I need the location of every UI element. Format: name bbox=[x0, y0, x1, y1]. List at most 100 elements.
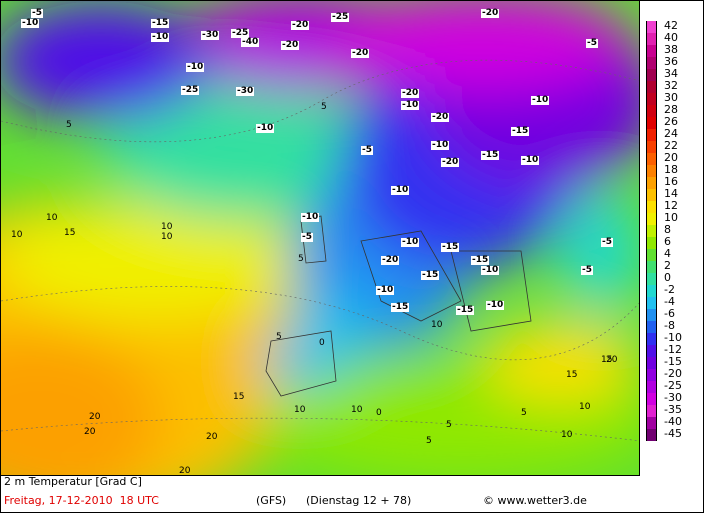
scale-label: -6 bbox=[664, 307, 675, 320]
footer-credit: © www.wetter3.de bbox=[483, 494, 587, 507]
value-label: -5 bbox=[301, 232, 313, 242]
value-label: -20 bbox=[441, 157, 460, 167]
value-label: 5 bbox=[298, 254, 304, 264]
scale-label: 36 bbox=[664, 55, 678, 68]
scale-label: 22 bbox=[664, 139, 678, 152]
color-swatch bbox=[646, 345, 657, 357]
value-label: 0 bbox=[319, 338, 325, 348]
value-label: 0 bbox=[376, 408, 382, 418]
value-label: 15 bbox=[601, 355, 613, 365]
value-label: -5 bbox=[31, 8, 43, 18]
color-swatch bbox=[646, 129, 657, 141]
color-swatch bbox=[646, 189, 657, 201]
footer-run: (Dienstag 12 + 78) bbox=[306, 494, 412, 507]
color-swatch bbox=[646, 93, 657, 105]
value-label: -20 bbox=[351, 48, 370, 58]
value-label: 5 bbox=[66, 120, 72, 130]
footer-title: 2 m Temperatur [Grad C] bbox=[4, 475, 142, 488]
scale-label: -45 bbox=[664, 427, 682, 440]
scale-label: 8 bbox=[664, 223, 671, 236]
value-label: -25 bbox=[231, 28, 250, 38]
color-swatch bbox=[646, 249, 657, 261]
scale-label: -4 bbox=[664, 295, 675, 308]
value-label: -5 bbox=[361, 145, 373, 155]
scale-label: -25 bbox=[664, 379, 682, 392]
color-swatch bbox=[646, 225, 657, 237]
value-label: -20 bbox=[291, 20, 310, 30]
value-label: 5 bbox=[426, 436, 432, 446]
scale-label: 20 bbox=[664, 151, 678, 164]
scale-label: 4 bbox=[664, 247, 671, 260]
scale-label: 10 bbox=[664, 211, 678, 224]
scale-label: -10 bbox=[664, 331, 682, 344]
value-label: -20 bbox=[381, 255, 400, 265]
value-label: 20 bbox=[89, 412, 101, 422]
color-swatch bbox=[646, 429, 657, 441]
color-swatch bbox=[646, 33, 657, 45]
value-label: -40 bbox=[241, 37, 260, 47]
scale-label: -15 bbox=[664, 355, 682, 368]
value-label: -15 bbox=[151, 18, 170, 28]
color-swatch bbox=[646, 69, 657, 81]
color-swatch bbox=[646, 369, 657, 381]
value-label: -20 bbox=[281, 40, 300, 50]
map: -5 -10 -15 -20 -25 -40 -20 -30 -25 -20 -20 -10 -25 -3… bbox=[1, 1, 640, 476]
scale-label: -35 bbox=[664, 403, 682, 416]
value-label: -15 bbox=[456, 305, 475, 315]
color-swatch bbox=[646, 105, 657, 117]
value-label: 5 bbox=[276, 332, 282, 342]
scale-label: 34 bbox=[664, 67, 678, 80]
scale-label: 2 bbox=[664, 259, 671, 272]
value-label: 10 bbox=[579, 402, 591, 412]
color-swatch bbox=[646, 45, 657, 57]
value-label: -5 bbox=[581, 265, 593, 275]
value-label: -10 bbox=[256, 123, 275, 133]
scale-label: -20 bbox=[664, 367, 682, 380]
value-label: -15 bbox=[391, 302, 410, 312]
scale-label: -30 bbox=[664, 391, 682, 404]
scale-label: -8 bbox=[664, 319, 675, 332]
value-label: -20 bbox=[481, 8, 500, 18]
value-label: -25 bbox=[331, 12, 350, 22]
color-swatch bbox=[646, 357, 657, 369]
color-swatch bbox=[646, 141, 657, 153]
scale-label: -12 bbox=[664, 343, 682, 356]
value-label: -10 bbox=[401, 100, 420, 110]
color-swatch bbox=[646, 177, 657, 189]
value-label: 5 bbox=[446, 420, 452, 430]
color-swatch bbox=[646, 237, 657, 249]
scale-label: 38 bbox=[664, 43, 678, 56]
value-label: -10 bbox=[521, 155, 540, 165]
value-label: 20 bbox=[206, 432, 218, 442]
value-label: -20 bbox=[431, 112, 450, 122]
scale-label: -40 bbox=[664, 415, 682, 428]
value-label: 20 bbox=[84, 427, 96, 437]
value-label: -10 bbox=[391, 185, 410, 195]
scale-label: 18 bbox=[664, 163, 678, 176]
value-label: 5 bbox=[321, 102, 327, 112]
value-label: -10 bbox=[186, 62, 205, 72]
scale-label: 40 bbox=[664, 31, 678, 44]
value-label: 10 bbox=[431, 320, 443, 330]
value-label: 10 bbox=[11, 230, 23, 240]
value-label: -10 bbox=[431, 140, 450, 150]
value-label: -5 bbox=[601, 237, 613, 247]
scale-label: 30 bbox=[664, 91, 678, 104]
value-label: 10 bbox=[294, 405, 306, 415]
value-label: 15 bbox=[64, 228, 76, 238]
color-scale: 42 40 38 36 34 32 30 28 26 24 22 20 18 16 14 12 10 8 6 4 2 0-… bbox=[641, 20, 703, 461]
color-swatch bbox=[646, 117, 657, 129]
scale-label: 12 bbox=[664, 199, 678, 212]
value-label: -10 bbox=[481, 265, 500, 275]
scale-label: 14 bbox=[664, 187, 678, 200]
value-label: 15 bbox=[566, 370, 578, 380]
value-label: -30 bbox=[236, 86, 255, 96]
color-swatch bbox=[646, 393, 657, 405]
value-label: -5 bbox=[586, 38, 598, 48]
color-swatch bbox=[646, 273, 657, 285]
footer-model: (GFS) bbox=[256, 494, 287, 507]
color-swatch bbox=[646, 285, 657, 297]
value-label: -25 bbox=[181, 85, 200, 95]
value-label: 15 bbox=[233, 392, 245, 402]
